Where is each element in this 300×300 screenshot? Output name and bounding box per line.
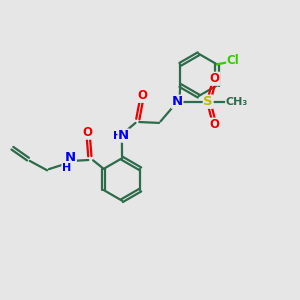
Text: H: H: [62, 163, 71, 173]
Text: N: N: [65, 151, 76, 164]
Text: S: S: [203, 95, 213, 108]
Text: O: O: [83, 126, 93, 139]
Text: O: O: [210, 72, 220, 85]
Text: N: N: [118, 129, 129, 142]
Text: N: N: [172, 95, 183, 108]
Text: O: O: [210, 118, 220, 131]
Text: H: H: [113, 130, 123, 141]
Text: Cl: Cl: [227, 54, 239, 67]
Text: CH₃: CH₃: [226, 97, 248, 107]
Text: O: O: [137, 89, 147, 102]
